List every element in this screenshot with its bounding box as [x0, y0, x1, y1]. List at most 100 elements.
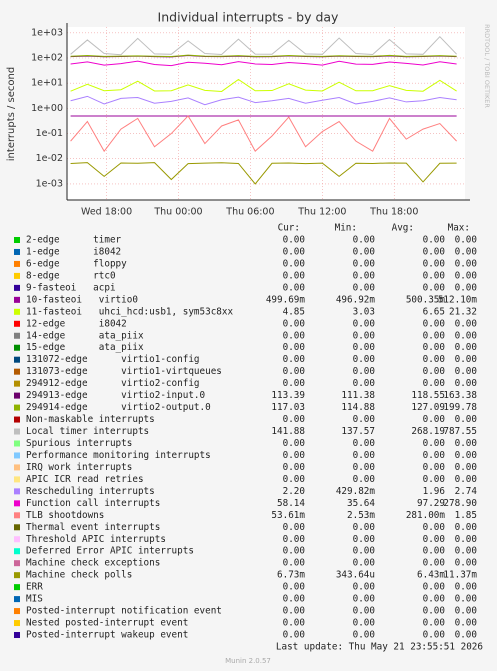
legend-stat: 35.64 — [347, 498, 375, 509]
legend-stat: 0.00 — [423, 246, 445, 257]
legend-swatch — [14, 620, 20, 627]
legend-stat: 0.00 — [455, 438, 477, 449]
legend-stat: 6.43m — [417, 570, 445, 581]
legend-label: 8-edge rtc0 — [26, 270, 116, 281]
y-tick-label: 1e-03 — [36, 178, 63, 189]
legend-stat: 0.00 — [423, 474, 445, 485]
legend-stat: 0.00 — [423, 606, 445, 617]
legend-stat: 0.00 — [423, 462, 445, 473]
legend-label: 294914-edge virtio2-output.0 — [26, 402, 211, 413]
legend-stat: 0.00 — [353, 235, 375, 246]
legend-stat: 0.00 — [353, 318, 375, 329]
legend-label: Non-maskable interrupts — [26, 414, 155, 425]
legend-swatch — [14, 272, 20, 279]
legend-label: Function call interrupts — [26, 498, 160, 509]
legend-stat: 0.00 — [283, 366, 305, 377]
legend-stat: 0.00 — [455, 318, 477, 329]
legend-stat: 0.00 — [283, 558, 305, 569]
legend-stat: 343.64u — [336, 570, 375, 581]
legend-stat: 0.00 — [455, 606, 477, 617]
legend-label: APIC ICR read retries — [26, 474, 144, 485]
footer: Munin 2.0.57 — [225, 657, 271, 665]
legend-stat: 0.00 — [283, 594, 305, 605]
legend-label: 12-edge i8042 — [26, 318, 127, 329]
legend-stat: 137.57 — [341, 426, 375, 437]
legend-stat: 0.00 — [283, 318, 305, 329]
legend-label: Nested posted-interrupt event — [26, 618, 188, 629]
series-line — [70, 60, 457, 67]
legend-stat: 0.00 — [353, 438, 375, 449]
legend-stat: 2.74 — [455, 486, 478, 497]
legend-stat: 0.00 — [283, 235, 305, 246]
legend-label: 9-fasteoi acpi — [26, 282, 116, 293]
y-tick-label: 1e+02 — [31, 52, 63, 63]
legend-swatch — [14, 488, 20, 495]
legend-label: 1-edge i8042 — [26, 246, 121, 257]
y-tick-label: 1e+00 — [31, 103, 63, 114]
legend-swatch — [14, 284, 20, 291]
legend-stat: 0.00 — [455, 534, 477, 545]
legend-stat: 6.73m — [277, 570, 305, 581]
legend-stat: 0.00 — [353, 546, 375, 557]
plot-lines — [70, 35, 457, 185]
legend-stat: 0.00 — [423, 258, 445, 269]
legend-label: 131072-edge virtio1-config — [26, 354, 200, 365]
legend-stat: 278.90 — [443, 498, 477, 509]
legend-stat: 0.00 — [353, 606, 375, 617]
legend-stat: 0.00 — [455, 558, 477, 569]
legend-label: 2-edge timer — [26, 235, 122, 246]
legend-swatch — [14, 596, 20, 603]
legend-stat: 0.00 — [283, 354, 305, 365]
legend-stat: 0.00 — [455, 618, 477, 629]
legend-swatch — [14, 500, 20, 507]
legend-stat: 500.35m — [406, 294, 446, 305]
legend-stat: 0.00 — [353, 366, 375, 377]
legend-swatch — [14, 344, 20, 351]
legend-label: Local timer interrupts — [26, 426, 149, 437]
legend-swatch — [14, 524, 20, 531]
legend-stat: 117.03 — [271, 402, 305, 413]
legend-label: Performance monitoring interrupts — [26, 450, 211, 461]
legend-swatch — [14, 260, 20, 267]
legend-stat: 0.00 — [423, 414, 445, 425]
legend-stat: 0.00 — [283, 258, 305, 269]
legend-stat: 0.00 — [455, 522, 477, 533]
legend-column-header: Cur: — [278, 223, 300, 234]
legend-stat: 0.00 — [283, 378, 305, 389]
legend-swatch — [14, 584, 20, 591]
legend-label: 6-edge floppy — [26, 258, 127, 269]
legend-stat: 0.00 — [423, 235, 445, 246]
y-tick-label: 1e+03 — [31, 27, 63, 38]
legend-stat: 0.00 — [423, 630, 445, 641]
legend-stat: 0.00 — [455, 378, 477, 389]
legend-stat: 0.00 — [353, 246, 375, 257]
legend-swatch — [14, 572, 20, 579]
legend-label: Spurious interrupts — [26, 438, 132, 449]
y-tick-label: 1e-01 — [36, 128, 63, 139]
legend-column-header: Min: — [335, 223, 357, 234]
legend-stat: 0.00 — [455, 546, 477, 557]
legend-label: Posted-interrupt notification event — [26, 606, 222, 617]
legend-stat: 0.00 — [423, 270, 445, 281]
legend-label: IRQ work interrupts — [26, 462, 132, 473]
legend-stat: 0.00 — [455, 450, 477, 461]
legend-stat: 0.00 — [283, 546, 305, 557]
legend-stat: 0.00 — [283, 606, 305, 617]
legend-label: Rescheduling interrupts — [26, 486, 155, 497]
legend-label: Deferred Error APIC interrupts — [26, 546, 194, 557]
legend-swatch — [14, 332, 20, 339]
legend-swatch — [14, 404, 20, 411]
legend-stat: 0.00 — [283, 270, 305, 281]
series-line — [70, 54, 457, 57]
legend-swatch — [14, 512, 20, 519]
legend-stat: 0.00 — [283, 474, 305, 485]
legend-stat: 3.03 — [353, 306, 375, 317]
legend-stat: 0.00 — [353, 450, 375, 461]
legend-stat: 0.00 — [353, 522, 375, 533]
legend-stat: 0.00 — [455, 474, 477, 485]
legend-stat: 111.38 — [341, 390, 375, 401]
legend-stat: 0.00 — [353, 354, 375, 365]
legend-stat: 0.00 — [423, 378, 445, 389]
legend-stat: 0.00 — [283, 414, 305, 425]
